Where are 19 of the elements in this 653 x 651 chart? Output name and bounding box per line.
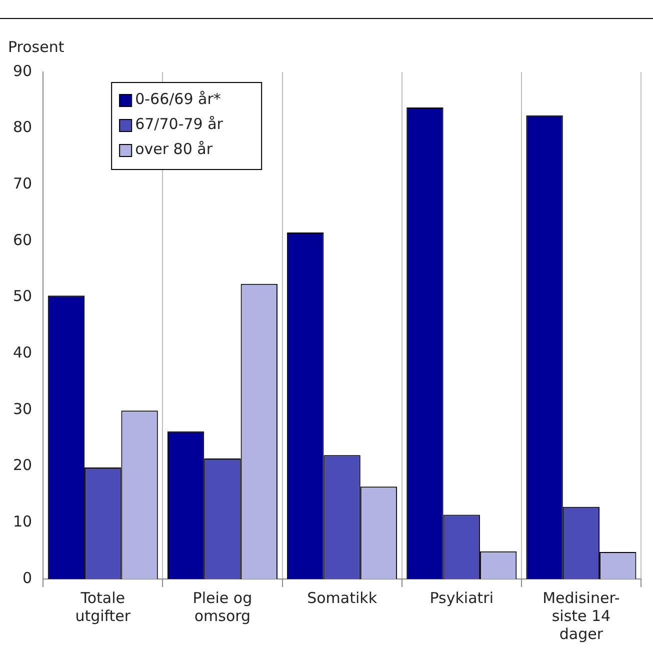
legend-label: over 80 år bbox=[135, 140, 214, 158]
x-tick-label: Somatikk bbox=[307, 588, 378, 607]
y-tick-label: 70 bbox=[12, 174, 32, 193]
x-tick-label: Totale utgifter bbox=[75, 588, 132, 625]
y-tick-label: 40 bbox=[12, 344, 32, 362]
y-tick-label: 50 bbox=[12, 287, 32, 306]
x-tick-label: Pleie og omsorg bbox=[192, 588, 252, 625]
y-tick-label: 10 bbox=[12, 512, 32, 531]
y-tick-label: 60 bbox=[12, 230, 32, 249]
y-axis-title: Prosent bbox=[8, 38, 64, 56]
x-tick-label: Psykiatri bbox=[430, 588, 494, 607]
y-tick-label: 0 bbox=[22, 568, 32, 587]
x-tick-label: Medisiner- siste 14 dager bbox=[542, 588, 620, 643]
y-tick-label: 20 bbox=[12, 456, 32, 474]
y-tick-label: 90 bbox=[12, 62, 32, 80]
y-tick-label: 80 bbox=[12, 118, 32, 136]
y-tick-label: 30 bbox=[12, 400, 32, 418]
legend-label: 0-66/69 år* bbox=[135, 90, 222, 108]
legend-label: 67/70-79 år bbox=[135, 114, 224, 133]
